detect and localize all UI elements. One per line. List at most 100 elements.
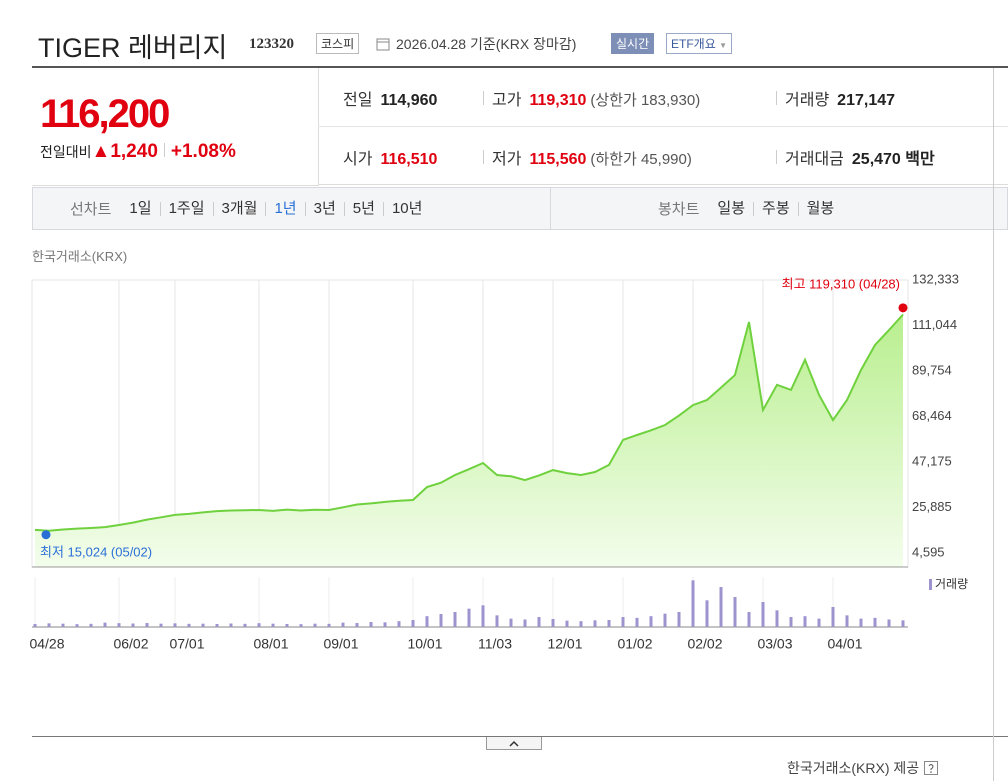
volume-bar [215, 624, 219, 627]
x-tick-label: 11/03 [478, 636, 512, 652]
volume-bar [159, 623, 163, 627]
volume-bar [89, 623, 93, 627]
volume-bar [845, 615, 849, 627]
stat-label: 저가 [492, 151, 522, 168]
period-tab[interactable]: 10년 [382, 201, 431, 216]
volume-bar [775, 610, 779, 627]
tab-label: 선차트 [70, 201, 112, 218]
volume-bar [719, 587, 723, 627]
calendar-icon [376, 38, 390, 51]
volume-bar [747, 612, 751, 627]
low-marker [41, 530, 51, 540]
volume-bar [271, 623, 275, 627]
volume-bar [145, 623, 149, 627]
y-tick-label: 4,595 [912, 544, 945, 559]
volume-bar [803, 616, 807, 627]
tab-bar: 선차트 1일 1주일 3개월 1년 3년 5년 10년 봉차트 일봉 주봉 월봉 [32, 187, 1008, 230]
volume-bar [887, 619, 891, 627]
period-tab[interactable]: 1일 [129, 199, 152, 217]
stat-label: 거래량 [785, 92, 830, 109]
title: TIGER 레버리지 [38, 33, 228, 63]
volume-bar [229, 623, 233, 627]
volume-bar [75, 624, 79, 627]
volume-bar [173, 623, 177, 627]
stat: 전일 114,960 [343, 86, 437, 110]
period-tab[interactable]: 3개월 [212, 201, 266, 216]
period-tab[interactable]: 주봉 [753, 201, 798, 216]
collapse-button[interactable] [486, 737, 542, 750]
change: ▲1,240 [91, 141, 158, 162]
x-tick-label: 06/02 [113, 636, 148, 652]
period-tab[interactable]: 5년 [343, 201, 383, 216]
stat: 저가 115,560 (하한가 45,990) [483, 145, 692, 169]
volume-bar [705, 600, 709, 627]
volume-bar [369, 622, 373, 627]
stat-label: 고가 [492, 92, 522, 109]
volume-bar [243, 623, 247, 627]
period-tab[interactable]: 월봉 [797, 201, 843, 216]
period-tab[interactable]: 일봉 [717, 199, 746, 217]
volume-bar [495, 615, 499, 627]
volume-bar [873, 617, 877, 627]
stat: 시가 116,510 [343, 145, 437, 169]
volume-bar [47, 623, 51, 627]
volume-bar [383, 622, 387, 627]
y-tick-label: 25,885 [912, 499, 952, 514]
stat-value: 115,560 [529, 151, 587, 168]
stat-sep [776, 150, 777, 164]
y-tick-label: 111,044 [912, 317, 957, 332]
volume-bar [817, 618, 821, 627]
price-area [35, 314, 903, 567]
volume-legend: 거래량 [935, 577, 968, 591]
x-tick-label: 02/02 [687, 636, 722, 652]
bottom-rule [32, 736, 1008, 737]
volume-bar [607, 620, 611, 627]
code: 123320 [249, 36, 294, 52]
y-tick-label: 47,175 [912, 453, 952, 468]
volume-bar [33, 624, 37, 627]
stat-sep [483, 91, 484, 105]
volume-bar [677, 612, 681, 627]
stat-note: (상한가 183,930) [590, 92, 701, 109]
volume-bar [509, 618, 513, 627]
stats-divider [318, 126, 1008, 127]
high-marker [898, 303, 908, 313]
stat-value: 119,310 [529, 92, 587, 109]
volume-bar [733, 597, 737, 627]
y-tick-label: 68,464 [912, 408, 952, 423]
volume-bar [481, 605, 485, 627]
price-box [32, 68, 319, 186]
change-label: 전일대비 [40, 144, 92, 160]
tab-label: 봉차트 [658, 201, 700, 218]
volume-bar [761, 602, 765, 627]
volume-legend-swatch [929, 579, 932, 590]
volume-bar [187, 623, 191, 627]
volume-bar [257, 623, 261, 627]
period-tab[interactable]: 1년 [265, 201, 304, 216]
volume-bar [467, 608, 471, 627]
realtime-button[interactable]: 실시간 [611, 33, 655, 54]
stat-sep [776, 91, 777, 105]
source-top: 한국거래소(KRX) [32, 249, 128, 264]
volume-bar [635, 617, 639, 627]
volume-bar [565, 620, 569, 627]
period-tab[interactable]: 1주일 [159, 201, 213, 216]
volume-bar [411, 620, 415, 627]
volume-bar [103, 622, 107, 627]
period-tab[interactable]: 3년 [304, 201, 344, 216]
x-tick-label: 01/02 [617, 636, 652, 652]
price-line [34, 313, 904, 532]
stat-value: 25,470 백만 [851, 151, 935, 168]
stat-value: 116,510 [380, 151, 438, 168]
volume-bar [691, 580, 695, 627]
x-tick-label: 09/01 [323, 636, 358, 652]
stat-value: 217,147 [837, 92, 896, 109]
x-tick-label: 04/28 [29, 636, 64, 652]
volume-bar [313, 623, 317, 627]
volume-bar [453, 612, 457, 627]
volume-bar [341, 622, 345, 627]
x-tick-label: 12/01 [547, 636, 582, 652]
etf-button[interactable]: ETF개요 ▼ [666, 33, 733, 54]
